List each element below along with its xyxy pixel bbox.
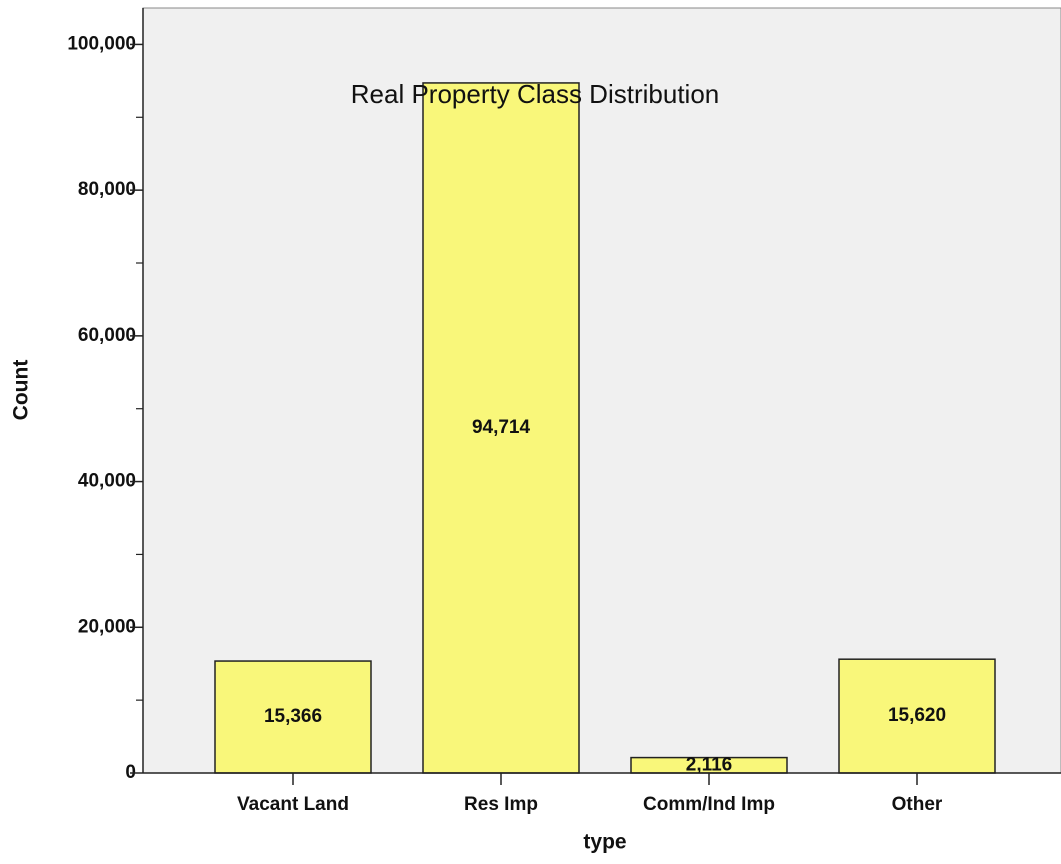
value-label: 94,714: [472, 417, 531, 438]
y-axis-label: Count: [10, 360, 33, 421]
marks: 15,366 94,714 2,116 15,620: [214, 82, 996, 775]
x-axis-label: type: [583, 831, 626, 854]
y-tick-label: 100,000: [67, 33, 136, 54]
bar: [838, 658, 996, 774]
y-tick-label: 40,000: [78, 471, 136, 492]
x-tick-label: Other: [892, 794, 943, 815]
bar: [422, 82, 580, 774]
x-tick-label: Comm/Ind Imp: [643, 794, 775, 815]
y-tick-label: 60,000: [78, 325, 136, 346]
bar: [214, 660, 372, 774]
chart-title: Real Property Class Distribution: [351, 79, 719, 109]
x-tick-label: Res Imp: [464, 794, 538, 815]
value-label: 2,116: [686, 754, 733, 775]
y-tick-label: 20,000: [78, 616, 136, 637]
value-label: 15,366: [264, 706, 322, 727]
y-tick-label: 80,000: [78, 179, 136, 200]
value-label: 15,620: [888, 705, 946, 726]
x-tick-label: Vacant Land: [237, 794, 349, 815]
plot-area: [142, 7, 1061, 774]
